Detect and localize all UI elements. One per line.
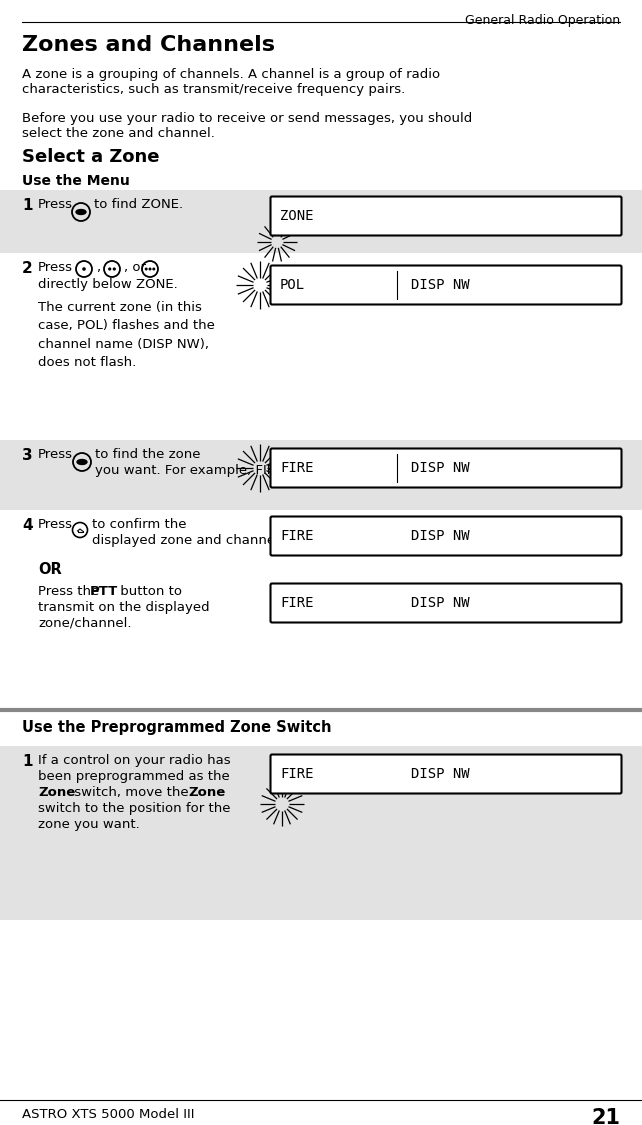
Text: directly below ZONE.: directly below ZONE.	[38, 278, 178, 291]
FancyBboxPatch shape	[270, 755, 621, 793]
Text: Zone: Zone	[38, 786, 75, 799]
Text: ,: ,	[96, 261, 100, 274]
Text: POL: POL	[280, 278, 305, 292]
FancyBboxPatch shape	[270, 449, 621, 487]
Text: Use the Preprogrammed Zone Switch: Use the Preprogrammed Zone Switch	[22, 720, 331, 735]
Text: DISP NW: DISP NW	[411, 278, 470, 292]
Text: to confirm the: to confirm the	[92, 518, 186, 531]
Text: to find the zone: to find the zone	[95, 448, 200, 461]
Text: switch to the position for the: switch to the position for the	[38, 802, 230, 814]
Text: ZONE: ZONE	[280, 209, 313, 223]
Ellipse shape	[77, 459, 87, 465]
Text: DISP NW: DISP NW	[411, 596, 470, 610]
Circle shape	[113, 268, 116, 271]
Text: Select a Zone: Select a Zone	[22, 148, 159, 166]
Bar	[0, 746, 642, 920]
Text: Press: Press	[38, 448, 73, 461]
FancyBboxPatch shape	[270, 516, 621, 556]
Bar	[0, 190, 642, 253]
Text: Use the Menu: Use the Menu	[22, 174, 130, 188]
Ellipse shape	[76, 209, 86, 215]
Text: Press: Press	[38, 198, 73, 212]
Text: 3: 3	[22, 448, 33, 463]
Text: characteristics, such as transmit/receive frequency pairs.: characteristics, such as transmit/receiv…	[22, 83, 405, 96]
Text: button to: button to	[116, 585, 182, 598]
Text: been preprogrammed as the: been preprogrammed as the	[38, 770, 230, 783]
Circle shape	[148, 268, 152, 270]
Circle shape	[144, 268, 148, 270]
Text: PTT: PTT	[90, 585, 118, 598]
Text: 1: 1	[22, 198, 33, 213]
Text: zone/channel.: zone/channel.	[38, 616, 132, 630]
Text: Before you use your radio to receive or send messages, you should: Before you use your radio to receive or …	[22, 112, 473, 125]
Text: Press: Press	[38, 518, 73, 531]
Text: If a control on your radio has: If a control on your radio has	[38, 754, 230, 767]
Text: Zones and Channels: Zones and Channels	[22, 35, 275, 55]
Text: zone you want.: zone you want.	[38, 818, 140, 831]
FancyBboxPatch shape	[270, 197, 621, 235]
Text: DISP NW: DISP NW	[411, 461, 470, 475]
Text: FIRE: FIRE	[280, 596, 313, 610]
Text: 1: 1	[22, 754, 33, 770]
Text: DISP NW: DISP NW	[411, 529, 470, 543]
Text: FIRE: FIRE	[280, 767, 313, 781]
Text: OR: OR	[38, 562, 62, 577]
Text: you want. For example, FIRE.: you want. For example, FIRE.	[95, 464, 288, 477]
Text: A zone is a grouping of channels. A channel is a group of radio: A zone is a grouping of channels. A chan…	[22, 68, 440, 81]
Circle shape	[82, 268, 86, 271]
Text: General Radio Operation: General Radio Operation	[465, 14, 620, 27]
Text: Zone: Zone	[188, 786, 225, 799]
Text: 21: 21	[591, 1108, 620, 1125]
Text: FIRE: FIRE	[280, 529, 313, 543]
Text: transmit on the displayed: transmit on the displayed	[38, 601, 210, 614]
Text: The current zone (in this
case, POL) flashes and the
channel name (DISP NW),
doe: The current zone (in this case, POL) fla…	[38, 302, 215, 369]
Text: , or: , or	[124, 261, 146, 274]
Text: FIRE: FIRE	[280, 461, 313, 475]
Text: 2: 2	[22, 261, 33, 276]
Text: ASTRO XTS 5000 Model III: ASTRO XTS 5000 Model III	[22, 1108, 195, 1120]
Text: DISP NW: DISP NW	[411, 767, 470, 781]
FancyBboxPatch shape	[270, 266, 621, 305]
Text: select the zone and channel.: select the zone and channel.	[22, 127, 215, 140]
Circle shape	[108, 268, 111, 271]
Text: Press the: Press the	[38, 585, 103, 598]
Text: Press: Press	[38, 261, 73, 274]
Text: switch, move the: switch, move the	[70, 786, 193, 799]
Bar	[0, 440, 642, 510]
Circle shape	[152, 268, 155, 270]
Text: to find ZONE.: to find ZONE.	[94, 198, 183, 212]
Text: 4: 4	[22, 518, 33, 533]
Text: displayed zone and channel.: displayed zone and channel.	[92, 534, 283, 547]
FancyBboxPatch shape	[270, 584, 621, 622]
